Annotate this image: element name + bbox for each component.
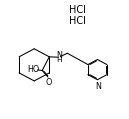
Text: HCl: HCl bbox=[69, 16, 86, 26]
Text: N: N bbox=[95, 82, 101, 91]
Text: O: O bbox=[45, 79, 52, 87]
Text: HCl: HCl bbox=[69, 5, 86, 15]
Text: HO: HO bbox=[28, 65, 40, 74]
Text: N: N bbox=[56, 51, 62, 60]
Text: H: H bbox=[56, 57, 62, 63]
